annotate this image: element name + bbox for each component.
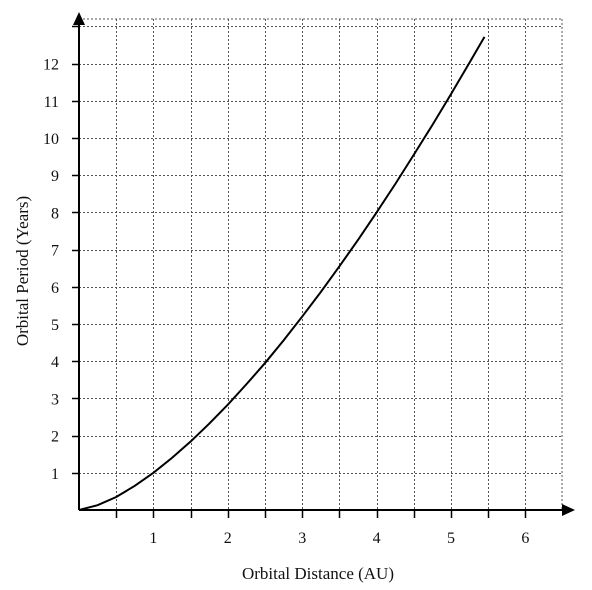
y-tick-label: 10 (43, 131, 59, 148)
x-axis-title: Orbital Distance (AU) (242, 564, 394, 583)
y-tick-label: 4 (51, 354, 59, 371)
y-tick-label: 9 (51, 168, 59, 185)
y-axis-arrowhead (73, 12, 85, 25)
axes-layer (72, 12, 575, 518)
x-tick-label: 2 (224, 530, 232, 547)
x-tick-label: 5 (447, 530, 455, 547)
y-tick-label: 2 (51, 429, 59, 446)
x-tick-label: 4 (373, 530, 381, 547)
y-tick-label: 5 (51, 317, 59, 334)
x-tick-label: 6 (521, 530, 529, 547)
y-tick-label: 8 (51, 205, 59, 222)
y-axis-title: Orbital Period (Years) (13, 196, 32, 346)
y-tick-label: 11 (44, 94, 59, 111)
y-tick-label: 6 (51, 280, 59, 297)
x-tick-label: 1 (149, 530, 157, 547)
grid-layer (79, 18, 563, 510)
orbital-period-curve (78, 36, 486, 511)
x-tick-label: 3 (298, 530, 306, 547)
series-layer (78, 36, 486, 511)
y-tick-label: 1 (51, 466, 59, 483)
y-tick-label: 12 (43, 57, 59, 74)
y-tick-label: 3 (51, 391, 59, 408)
x-axis-arrowhead (562, 504, 575, 516)
y-tick-label: 7 (51, 243, 59, 260)
